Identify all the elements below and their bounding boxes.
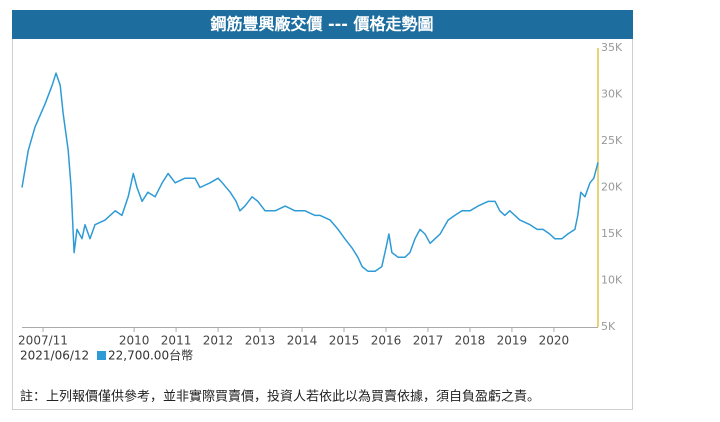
x-tick-label: 2013	[245, 334, 276, 348]
x-tick-label: 2007/11	[18, 334, 68, 348]
x-tick-label: 2012	[203, 334, 234, 348]
note: 註：上列報價僅供參考，並非實際買賣價，投資人若依此以為買賣依據，須自負盈虧之責。	[20, 389, 540, 405]
chart-title: 鋼筋豐興廠交價 --- 價格走勢圖	[209, 15, 433, 34]
readout-date: 2021/06/12	[20, 349, 89, 363]
y-tick-label: 10K	[601, 274, 623, 287]
x-tick-label: 2010	[119, 334, 150, 348]
x-tick-label: 2020	[539, 334, 570, 348]
x-tick-label: 2011	[161, 334, 192, 348]
y-tick-label: 25K	[601, 134, 623, 147]
title-bar	[12, 10, 633, 39]
x-tick-label: 2014	[287, 334, 318, 348]
y-tick-label: 30K	[601, 88, 623, 101]
x-tick-label: 2017	[413, 334, 444, 348]
x-tick-label: 2019	[497, 334, 528, 348]
y-tick-label: 35K	[601, 41, 623, 54]
readout-value: 22,700.00台幣	[108, 348, 193, 363]
y-tick-label: 5K	[601, 320, 616, 333]
line	[21, 72, 599, 272]
readout-swatch	[97, 351, 106, 360]
x-tick-label: 2018	[455, 334, 486, 348]
y-tick-label: 20K	[601, 181, 623, 194]
y-tick-label: 15K	[601, 227, 623, 240]
x-tick-label: 2015	[329, 334, 360, 348]
x-tick-label: 2016	[371, 334, 402, 348]
frame	[12, 10, 633, 410]
